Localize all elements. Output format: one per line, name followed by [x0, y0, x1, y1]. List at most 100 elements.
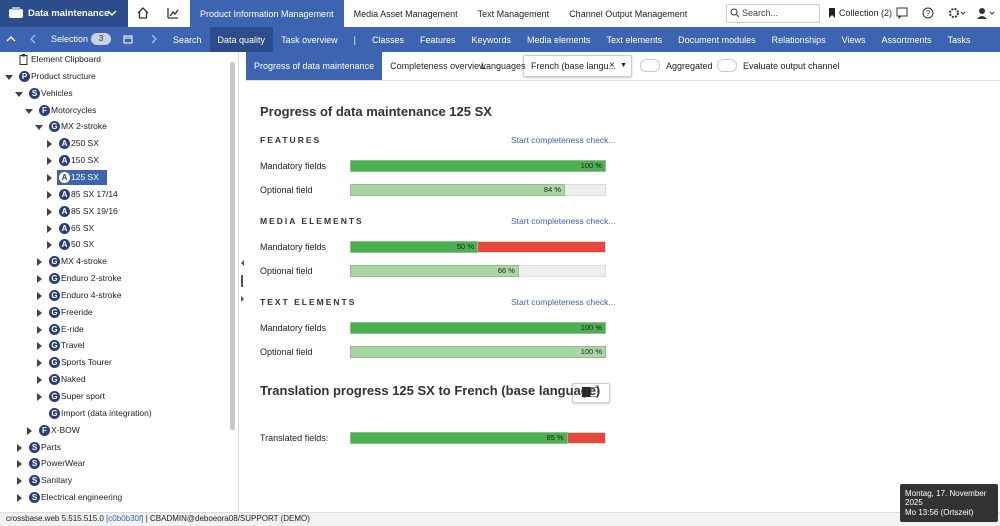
nav-item[interactable]: Features: [419, 34, 456, 45]
calendar-icon[interactable]: [123, 34, 133, 44]
tree-toggle[interactable]: [35, 376, 43, 385]
tree-label[interactable]: Element Clipboard: [31, 54, 101, 64]
toggle-aggregated[interactable]: [640, 59, 660, 72]
tree-label[interactable]: Sanitary: [41, 475, 73, 486]
help-icon[interactable]: ?: [922, 7, 934, 19]
nav-item[interactable]: |: [353, 34, 356, 45]
tree-toggle[interactable]: [35, 275, 43, 284]
nav-item[interactable]: Views: [841, 34, 866, 45]
tree-label[interactable]: Freeride: [61, 306, 93, 317]
tree-label[interactable]: 65 SX: [71, 222, 95, 233]
nav-item[interactable]: Text elements: [606, 34, 663, 45]
nav-item[interactable]: Tasks: [947, 34, 971, 45]
tree-toggle[interactable]: [35, 393, 43, 401]
collection[interactable]: Collection (2): [839, 8, 893, 18]
tree-toggle[interactable]: [25, 107, 33, 115]
language-select[interactable]: [523, 55, 632, 77]
tree-label[interactable]: Sports Tourer: [61, 357, 112, 368]
bar-value: 100 %: [580, 161, 602, 170]
tree-toggle[interactable]: [35, 258, 43, 267]
tree-label[interactable]: 85 SX 19/16: [71, 205, 118, 216]
tree-toggle[interactable]: [35, 342, 43, 351]
settings-icon[interactable]: [948, 7, 966, 19]
tree-toggle[interactable]: [45, 241, 53, 250]
scrollbar-thumb[interactable]: [230, 62, 235, 430]
tree-label[interactable]: Travel: [61, 340, 85, 351]
tree-toggle[interactable]: [15, 90, 23, 98]
tree-toggle[interactable]: [15, 443, 23, 452]
top-tab[interactable]: Product Information Management: [190, 0, 344, 27]
chart-icon[interactable]: [166, 6, 180, 20]
tree-toggle[interactable]: [45, 140, 53, 149]
nav-item[interactable]: Relationships: [771, 34, 826, 45]
tree-label[interactable]: Enduro 2-stroke: [61, 273, 122, 284]
completeness-link[interactable]: Start completeness check...: [511, 297, 616, 307]
tree-toggle[interactable]: [45, 157, 53, 166]
nav-item[interactable]: Assortments: [881, 34, 932, 45]
nav-item[interactable]: Document modules: [678, 34, 756, 45]
top-tab[interactable]: Media Asset Management: [353, 8, 458, 19]
forward-icon[interactable]: [150, 34, 158, 44]
footer-version: crossbase.web 5.515.515.0: [6, 514, 104, 523]
collapse-icon[interactable]: [6, 35, 16, 43]
tree-toggle[interactable]: [15, 477, 23, 486]
search-box[interactable]: [726, 4, 820, 23]
subtab[interactable]: Progress of data maintenance: [246, 52, 383, 80]
tree-label[interactable]: Super sport: [61, 391, 105, 401]
tree-toggle[interactable]: [35, 123, 43, 131]
tree-label[interactable]: Import (data integration): [61, 407, 152, 418]
tree-label[interactable]: 85 SX 17/14: [71, 188, 118, 199]
tree-label[interactable]: 50 SX: [71, 239, 95, 250]
tree-toggle[interactable]: [5, 73, 13, 81]
nav-item[interactable]: Task overview: [281, 34, 338, 45]
home-icon[interactable]: [136, 6, 150, 20]
toggle-evaluate[interactable]: [717, 59, 737, 72]
tree-label[interactable]: Parts: [41, 441, 61, 452]
tree-label[interactable]: PowerWear: [41, 458, 86, 469]
tree-toggle[interactable]: [45, 173, 53, 182]
tree-toggle[interactable]: [15, 494, 23, 503]
tree-label[interactable]: Vehicles: [41, 87, 73, 98]
tree-label[interactable]: MX 4-stroke: [61, 256, 107, 267]
bar-label: Optional field: [260, 185, 313, 195]
footer-build[interactable]: [c0b0b30f]: [106, 514, 144, 523]
tree-toggle[interactable]: [35, 291, 43, 300]
tree-toggle[interactable]: [15, 460, 23, 469]
tree-label[interactable]: Electrical engineering: [41, 492, 123, 503]
user-icon[interactable]: [976, 7, 996, 19]
completeness-link[interactable]: Start completeness check...: [511, 216, 616, 226]
bar-label: Optional field: [260, 266, 313, 276]
chat-icon[interactable]: [896, 7, 908, 19]
tree-label[interactable]: MX 2-stroke: [61, 121, 107, 132]
tree-toggle[interactable]: [35, 325, 43, 334]
tree-toggle[interactable]: [35, 359, 43, 368]
tree-label[interactable]: E-ride: [61, 323, 84, 334]
language-button[interactable]: [572, 383, 610, 403]
subtab[interactable]: Completeness overview: [390, 61, 486, 71]
tree-toggle[interactable]: [45, 190, 53, 199]
tree-label[interactable]: 250 SX: [71, 138, 99, 149]
app-title[interactable]: Data maintenance: [28, 8, 110, 19]
splitter[interactable]: [238, 258, 246, 304]
tree-label[interactable]: Product structure: [31, 70, 96, 81]
tree-label[interactable]: X-BOW: [51, 424, 80, 435]
nav-item[interactable]: Media elements: [527, 34, 591, 45]
tree-toggle[interactable]: [25, 426, 33, 435]
top-tab[interactable]: Text Management: [477, 8, 550, 19]
nav-item[interactable]: Search: [173, 34, 202, 45]
nav-item[interactable]: Data quality: [209, 27, 274, 52]
completeness-link[interactable]: Start completeness check...: [511, 135, 616, 145]
nav-item[interactable]: Classes: [371, 34, 404, 45]
back-icon[interactable]: [29, 34, 37, 44]
tree-toggle[interactable]: [45, 224, 53, 233]
tree-label[interactable]: 125 SX: [71, 171, 99, 182]
tree-toggle[interactable]: [45, 207, 53, 216]
tree-label[interactable]: Enduro 4-stroke: [61, 289, 122, 300]
tree-toggle[interactable]: [35, 308, 43, 317]
top-tab[interactable]: Channel Output Management: [569, 8, 688, 19]
nav-item[interactable]: Keywords: [471, 34, 511, 45]
aggregated-label: Aggregated: [666, 61, 713, 71]
tree-label[interactable]: 150 SX: [71, 155, 99, 166]
tree-label[interactable]: Motorcycles: [51, 104, 97, 115]
tree-label[interactable]: Naked: [61, 374, 86, 385]
